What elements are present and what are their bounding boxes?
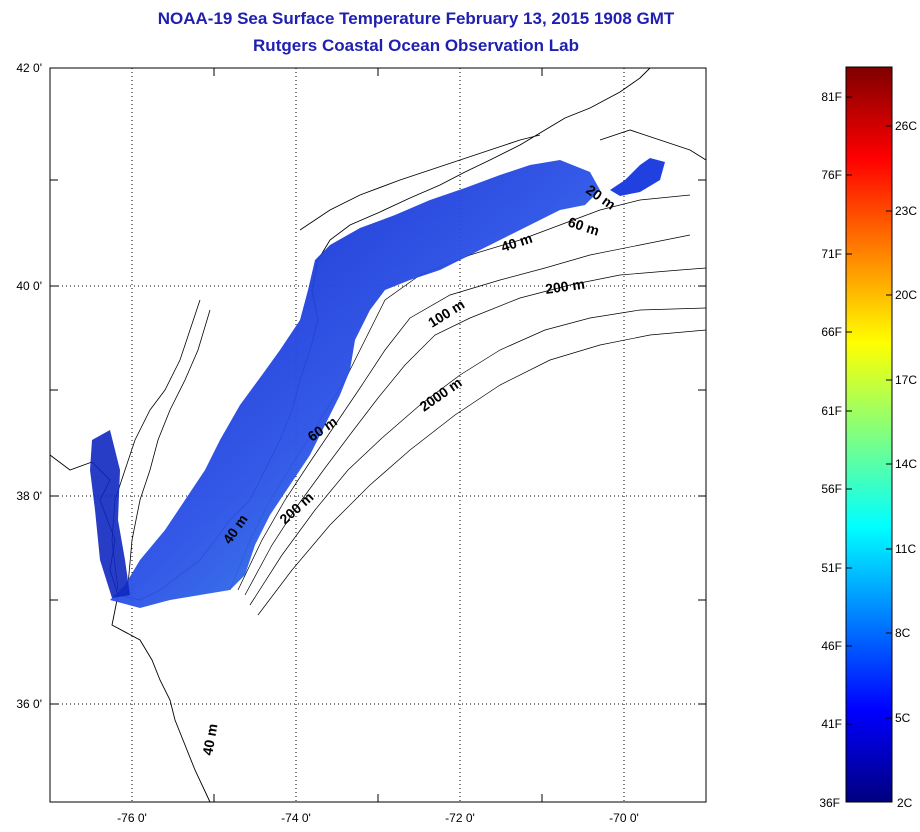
colorbar-celsius-labels: 26C 23C 20C 17C 14C 11C 8C 5C 2C — [895, 119, 917, 810]
frame-ticks — [50, 68, 706, 802]
map-subtitle: Rutgers Coastal Ocean Observation Lab — [253, 36, 579, 55]
sst-chesapeake — [90, 430, 130, 598]
celsius-label: 26C — [895, 119, 917, 133]
lon-label: -74 0' — [281, 811, 311, 825]
celsius-label: 2C — [897, 796, 913, 810]
fahrenheit-label: 56F — [821, 482, 842, 496]
fahrenheit-label: 41F — [821, 717, 842, 731]
celsius-label: 5C — [895, 711, 911, 725]
contour-label: 40 m — [199, 722, 220, 756]
fahrenheit-label: 71F — [821, 247, 842, 261]
celsius-label: 23C — [895, 204, 917, 218]
colorbar — [845, 66, 893, 803]
lat-label: 40 0' — [16, 279, 42, 293]
fahrenheit-label: 36F — [819, 796, 840, 810]
celsius-label: 14C — [895, 457, 917, 471]
fahrenheit-label: 81F — [821, 90, 842, 104]
lat-label: 38 0' — [16, 489, 42, 503]
fahrenheit-label: 51F — [821, 561, 842, 575]
lat-label: 36 0' — [16, 697, 42, 711]
sst-cape-cod — [610, 158, 665, 196]
colorbar-ticks — [846, 96, 892, 725]
map-title: NOAA-19 Sea Surface Temperature February… — [157, 9, 675, 28]
map-frame — [49, 67, 707, 803]
lon-label: -72 0' — [445, 811, 475, 825]
sst-swath — [110, 160, 600, 608]
bathymetry-contours — [229, 194, 707, 616]
fahrenheit-label: 66F — [821, 325, 842, 339]
celsius-label: 11C — [895, 542, 916, 556]
celsius-label: 20C — [895, 288, 917, 302]
celsius-label: 17C — [895, 373, 917, 387]
fahrenheit-label: 76F — [821, 168, 842, 182]
celsius-label: 8C — [895, 626, 911, 640]
latitude-labels: 42 0' 40 0' 38 0' 36 0' — [16, 61, 42, 711]
fahrenheit-label: 46F — [821, 639, 842, 653]
lon-label: -76 0' — [117, 811, 147, 825]
colorbar-fahrenheit-labels: 81F 76F 71F 66F 61F 56F 51F 46F 41F 36F — [819, 90, 842, 810]
lat-label: 42 0' — [16, 61, 42, 75]
contour-label: 200 m — [544, 276, 586, 297]
lon-label: -70 0' — [609, 811, 639, 825]
fahrenheit-label: 61F — [821, 404, 842, 418]
longitude-labels: -76 0' -74 0' -72 0' -70 0' — [117, 811, 639, 825]
